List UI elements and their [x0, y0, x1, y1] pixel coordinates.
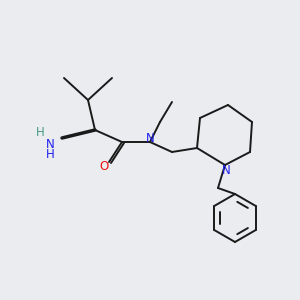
Text: H: H: [46, 148, 54, 161]
Text: N: N: [46, 139, 54, 152]
Text: O: O: [99, 160, 109, 173]
Text: N: N: [222, 164, 230, 176]
Text: N: N: [146, 131, 154, 145]
Text: H: H: [36, 125, 44, 139]
